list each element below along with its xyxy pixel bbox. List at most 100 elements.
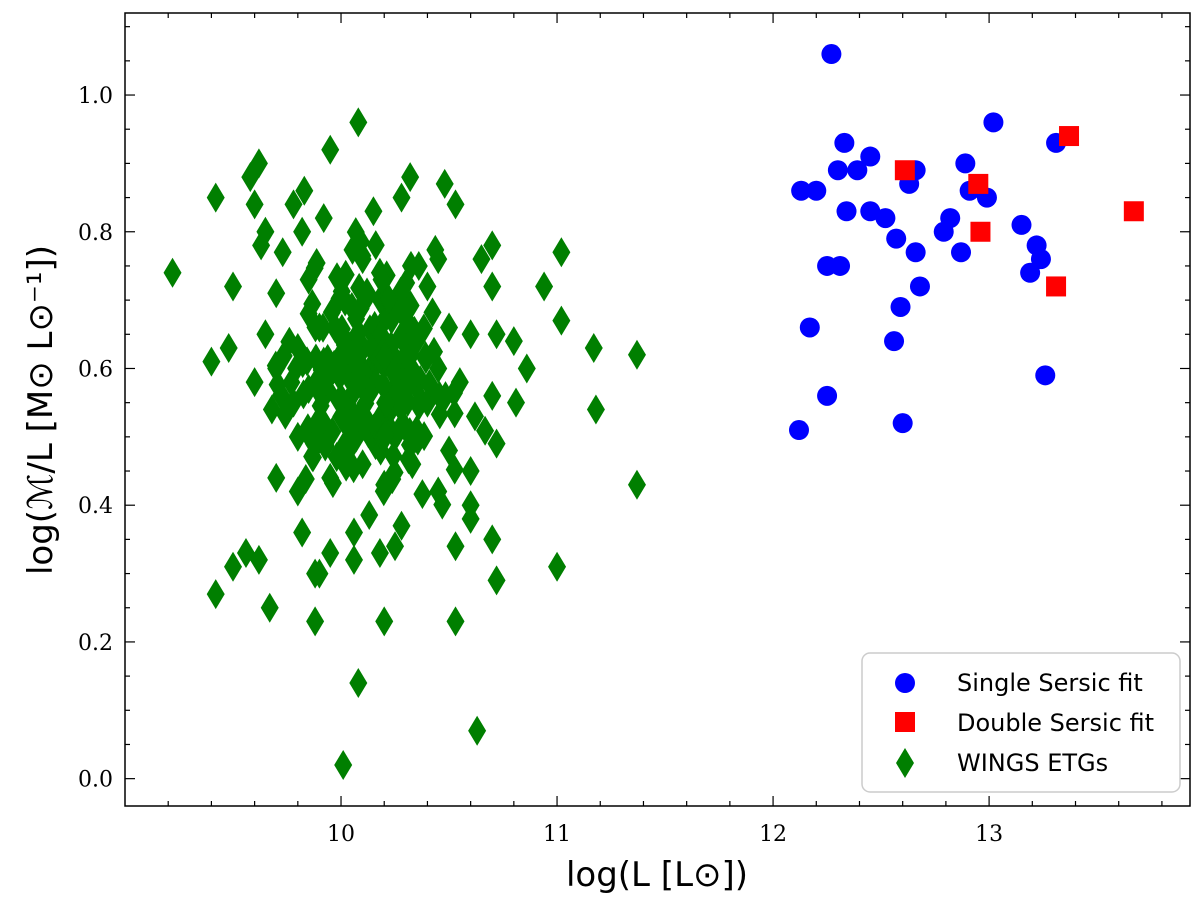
wings-etg-point [349, 107, 368, 138]
wings-etg-point [372, 264, 391, 295]
wings-etg-point [163, 257, 182, 288]
wings-etg-point [476, 415, 495, 446]
wings-etg-point [280, 326, 299, 357]
single-sersic-point [905, 242, 926, 263]
wings-etg-point [483, 380, 502, 411]
wings-etg-point [376, 419, 395, 450]
wings-etg-point [535, 271, 554, 302]
wings-etg-point [364, 196, 383, 227]
wings-etg-point [306, 606, 325, 637]
y-tick-label: 0.4 [78, 494, 113, 519]
y-tick-label: 0.2 [78, 631, 113, 656]
wings-etg-point [316, 430, 335, 461]
plot-frame [124, 12, 1191, 807]
single-sersic-point [860, 201, 881, 222]
wings-etg-point [206, 182, 225, 213]
wings-etg-point [260, 592, 279, 623]
wings-etg-point [344, 517, 363, 548]
wings-etg-point [446, 189, 465, 220]
wings-etg-point [366, 230, 385, 261]
wings-etg-point [584, 332, 603, 363]
wings-etg-point [400, 368, 419, 399]
single-sersic-point [827, 160, 848, 181]
data-points [163, 44, 1144, 780]
wings-etg-point [267, 278, 286, 309]
wings-etg-point [321, 134, 340, 165]
wings-etg-point [483, 524, 502, 555]
wings-etg-point [356, 403, 375, 434]
wings-etg-point [293, 348, 312, 379]
wings-etg-point [418, 271, 437, 302]
wings-etg-point [293, 216, 312, 247]
wings-etg-point [461, 503, 480, 534]
wings-etg-point [446, 606, 465, 637]
wings-etg-point [445, 398, 464, 429]
wings-etg-point [321, 538, 340, 569]
wings-etg-point [487, 428, 506, 459]
wings-etg-point [349, 317, 368, 348]
single-sersic-point [836, 201, 857, 222]
wings-etg-point [268, 369, 287, 400]
wings-etg-point [415, 421, 434, 452]
single-sersic-point [830, 255, 851, 276]
y-tick-label: 0.8 [78, 221, 113, 246]
wings-etg-point [423, 297, 442, 328]
single-sersic-point [1030, 249, 1051, 270]
wings-etg-point [435, 168, 454, 199]
single-sersic-point [890, 296, 911, 317]
wings-etg-point [627, 339, 646, 370]
wings-etg-point [586, 394, 605, 425]
wings-etg-point [336, 286, 355, 317]
x-tick-label: 10 [327, 822, 355, 847]
single-sersic-point [847, 160, 868, 181]
tick-labels: 10 11 12 13 0.0 0.2 0.4 0.6 0.8 1.0 [78, 84, 1003, 847]
wings-etg-point [327, 262, 346, 293]
single-sersic-point [886, 228, 907, 249]
wings-etg-point [245, 189, 264, 220]
single-sersic-point [933, 221, 954, 242]
wings-etg-point [340, 409, 359, 440]
wings-etg-point [392, 182, 411, 213]
single-sersic-point [806, 180, 827, 201]
legend: Single Sersic fit Double Sersic fit WING… [861, 652, 1181, 793]
wings-etg-point [305, 253, 324, 284]
single-sersic-point [955, 153, 976, 174]
wings-etg-point [375, 342, 394, 373]
wings-etg-point [224, 551, 243, 582]
double-sersic-point [968, 173, 989, 194]
wings-etg-point [314, 312, 333, 343]
wings-etg-point [284, 189, 303, 220]
wings-etg-point [472, 244, 491, 275]
wings-etg-point [245, 367, 264, 398]
wings-etg-point [202, 346, 221, 377]
single-sersic-point [983, 112, 1004, 133]
wings-etg-point [517, 353, 536, 384]
wings-etg-point [487, 565, 506, 596]
y-axis-label: log(ℳ/L [M⊙ L⊙⁻¹]) [21, 245, 61, 575]
wings-etg-point [344, 544, 363, 575]
wings-etg-point [461, 456, 480, 487]
wings-etg-point [344, 453, 363, 484]
wings-etg-point [311, 390, 330, 421]
wings-etg-point [323, 468, 342, 499]
wings-etg-point [396, 412, 415, 443]
wings-etg-point [334, 749, 353, 780]
wings-etg-point [399, 444, 418, 475]
wings-etg-point [351, 226, 370, 257]
axis-ticks [125, 13, 1190, 806]
wings-etg-point [206, 579, 225, 610]
wings-etg-point [425, 336, 444, 367]
wings-etg-point [627, 469, 646, 500]
wings-etg-point [445, 454, 464, 485]
single-sersic-point [799, 317, 820, 338]
single-sersic-point [860, 146, 881, 167]
single-sersic-point [834, 132, 855, 153]
wings-etg-point [401, 162, 420, 193]
single-sersic-point [791, 180, 812, 201]
wings-etg-point [552, 305, 571, 336]
single-sersic-point [821, 44, 842, 65]
double-sersic-point [1059, 126, 1080, 147]
x-tick-label: 13 [975, 822, 1003, 847]
wings-etg-point [483, 271, 502, 302]
wings-etg-point [379, 284, 398, 315]
